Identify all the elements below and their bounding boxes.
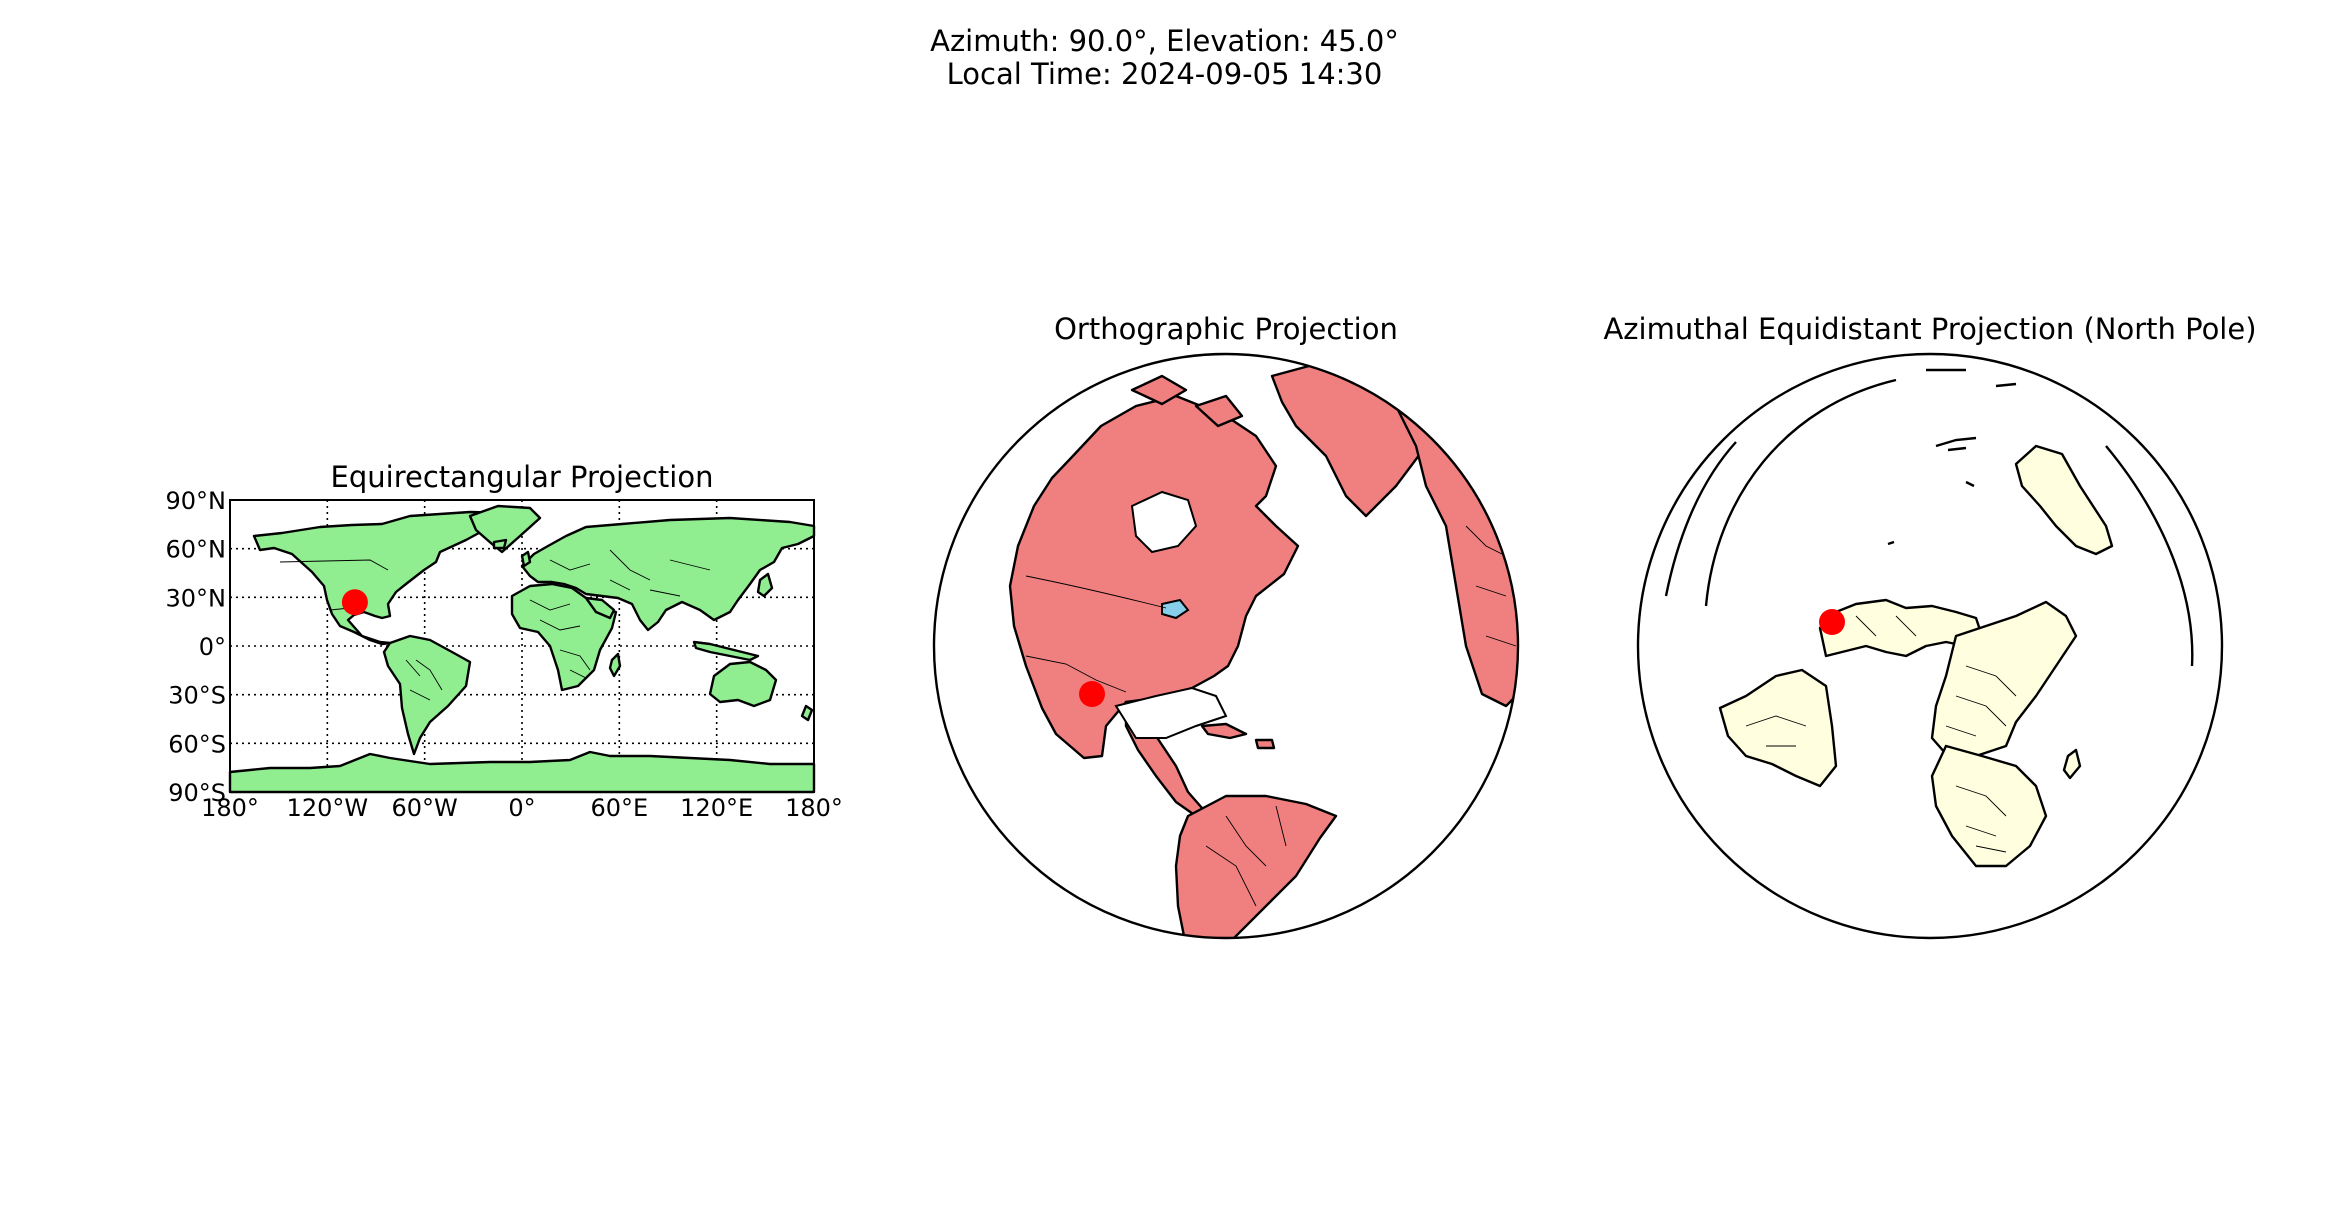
latitude-tick-label: 60°S [168,730,226,758]
azimuthal-borders [1745,615,2017,853]
land-indonesia [692,640,760,662]
land-cuba [1200,722,1248,740]
land-south-america [1718,668,1838,788]
equirectangular-land [228,504,816,794]
location-marker-dot [341,589,368,616]
land-eurasia [520,516,816,632]
longitude-tick-label: 60°W [392,794,458,822]
azimuthal-title: Azimuthal Equidistant Projection (North … [1603,312,2257,346]
land-africa [510,582,618,692]
land-south-america [1174,794,1338,938]
longitude-tick-label: 180° [201,794,259,822]
latitude-tick-label: 90°S [168,779,226,807]
figure-title-line-2: Local Time: 2024-09-05 14:30 [946,57,1383,91]
longitude-tick-label: 120°E [680,794,753,822]
azimuthal-outline [1636,352,2224,940]
land-uk [520,550,532,568]
equirectangular-map: 90°N 60°N 30°N 0° 30°S 60°S 90°S 180° 120°W 60°W… [166,490,843,822]
land-arctic-island-2 [1194,394,1244,428]
azimuthal-location-marker [1819,609,1845,635]
orthographic-map [932,352,1520,940]
land-new-zealand [800,704,814,722]
land-greenland [2014,444,2114,556]
orthographic-land [1008,354,1518,938]
equirectangular-location-marker [341,589,368,616]
orthographic-water-bodies [1114,490,1228,739]
latitude-tick-label: 30°N [166,584,227,612]
great-lakes [1161,598,1190,620]
longitude-tick-label: 120°W [287,794,369,822]
azimuthal-small-islands [1887,436,1977,546]
equirectangular-longitude-labels: 180° 120°W 60°W 0° 60°E 120°E 180° [201,794,843,822]
figure-title-line-1: Azimuth: 90.0°, Elevation: 45.0° [930,24,1399,58]
orthographic-title: Orthographic Projection [1054,312,1398,346]
orthographic-location-marker [1079,681,1105,707]
land-north-america [1008,394,1300,760]
land-hispaniola [1254,738,1276,750]
longitude-tick-label: 60°E [590,794,648,822]
longitude-tick-label: 180° [785,794,843,822]
land-north-america [252,510,512,646]
location-marker-dot [1819,609,1845,635]
location-marker-dot [1079,681,1105,707]
azimuthal-land [1718,444,2114,868]
gulf-of-mexico [1114,686,1228,739]
orthographic-globe-outline [932,352,1520,940]
longitude-tick-label: 0° [508,794,535,822]
land-africa [1930,744,2048,868]
equirectangular-title: Equirectangular Projection [330,460,714,494]
land-eurasia [1930,600,2078,758]
latitude-tick-label: 30°S [168,682,226,710]
latitude-tick-label: 60°N [166,536,227,564]
land-south-america [382,634,472,756]
latitude-tick-label: 0° [199,633,226,661]
orthographic-borders [1025,525,1517,907]
land-madagascar [608,652,622,678]
latitude-tick-label: 90°N [166,490,227,515]
land-greenland [468,504,542,554]
land-madagascar [2062,748,2082,780]
land-antarctica [228,750,816,794]
azimuthal-equidistant-map [1636,352,2224,940]
land-japan [756,572,774,598]
equirectangular-frame [229,499,815,793]
land-australia [708,660,778,708]
land-iceland [492,538,508,550]
equirectangular-latitude-labels: 90°N 60°N 30°N 0° 30°S 60°S 90°S [166,490,227,807]
land-arctic-island-1 [1130,374,1188,406]
hudson-bay [1130,490,1198,554]
land-arabia [584,596,616,620]
